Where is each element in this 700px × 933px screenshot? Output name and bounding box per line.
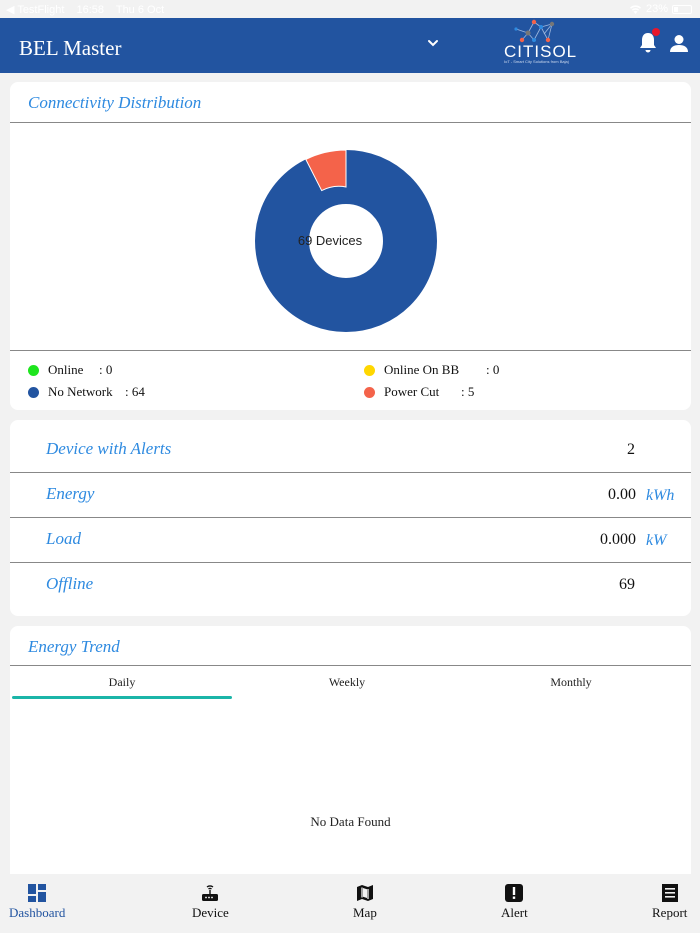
notification-badge: [652, 28, 660, 36]
battery-percent: 23%: [645, 3, 668, 15]
metrics-card: Device with Alerts 2 Energy 0.00 kWh Loa…: [10, 420, 691, 616]
donut-center-label: 69 Devices: [297, 233, 363, 248]
status-bar: ◀ TestFlight 16:58 Thu 6 Oct 23%: [0, 0, 700, 18]
legend-online-on-bb: Online On BB : 0: [364, 362, 499, 378]
status-time: 16:58: [76, 3, 104, 16]
nav-dashboard[interactable]: Dashboard: [9, 884, 65, 921]
energy-trend-card: Energy Trend Daily Weekly Monthly No Dat…: [10, 626, 691, 874]
connectivity-donut-chart[interactable]: [255, 150, 437, 332]
metric-offline[interactable]: Offline 69: [46, 574, 635, 593]
metric-energy[interactable]: Energy 0.00 kWh: [46, 484, 675, 504]
no-network-dot-icon: [28, 386, 39, 398]
user-profile-icon[interactable]: [669, 34, 689, 54]
legend-online: Online : 0: [28, 362, 112, 378]
nav-report[interactable]: Report: [652, 884, 687, 921]
logo-text: CITISOL: [504, 42, 578, 61]
bell-icon[interactable]: [638, 32, 658, 54]
divider: [10, 122, 691, 123]
divider: [10, 517, 691, 518]
connectivity-title: Connectivity Distribution: [28, 93, 202, 112]
nav-device[interactable]: Device: [192, 884, 229, 921]
router-icon: [202, 885, 219, 901]
bottom-tab-bar: Dashboard Device Map Alert Report: [0, 874, 700, 933]
status-date: Thu 6 Oct: [115, 3, 165, 16]
app-header: BEL Master CITISOL IoT - Smart City Solu…: [0, 18, 700, 73]
online-dot-icon: [28, 364, 39, 376]
alert-icon: [505, 884, 524, 902]
dashboard-icon: [28, 884, 47, 902]
nav-alert[interactable]: Alert: [501, 884, 528, 921]
power-cut-dot-icon: [364, 386, 375, 398]
divider: [10, 665, 691, 666]
battery-icon: [672, 4, 692, 14]
chevron-down-icon[interactable]: [426, 36, 440, 50]
citisol-logo: CITISOL IoT - Smart City Solutions from …: [500, 18, 580, 73]
tab-daily[interactable]: Daily: [108, 675, 136, 689]
legend-power-cut: Power Cut : 5: [364, 384, 474, 400]
page-title: BEL Master: [19, 36, 122, 60]
tab-monthly[interactable]: Monthly: [550, 675, 592, 689]
legend-no-network: No Network : 64: [28, 384, 145, 400]
logo-tagline: IoT - Smart City Solutions from Bajaj: [504, 59, 569, 64]
divider: [10, 562, 691, 563]
divider: [10, 472, 691, 473]
map-icon: [356, 885, 373, 901]
energy-trend-title: Energy Trend: [28, 637, 120, 656]
no-data-message: No Data Found: [310, 814, 391, 829]
divider: [10, 350, 691, 351]
metric-device-alerts[interactable]: Device with Alerts 2: [46, 439, 635, 458]
network-graph-icon: [514, 19, 555, 43]
back-to-app[interactable]: ◀ TestFlight: [6, 3, 65, 16]
metric-load[interactable]: Load 0.000 kW: [46, 529, 667, 549]
active-tab-indicator: [12, 696, 232, 699]
power-cut-slice[interactable]: [305, 150, 347, 192]
connectivity-card: Connectivity Distribution 69 Devices Onl…: [10, 82, 691, 410]
nav-map[interactable]: Map: [353, 884, 377, 921]
report-icon: [661, 884, 678, 902]
tab-weekly[interactable]: Weekly: [328, 675, 366, 689]
online-bb-dot-icon: [364, 364, 375, 376]
wifi-icon: [629, 5, 641, 14]
